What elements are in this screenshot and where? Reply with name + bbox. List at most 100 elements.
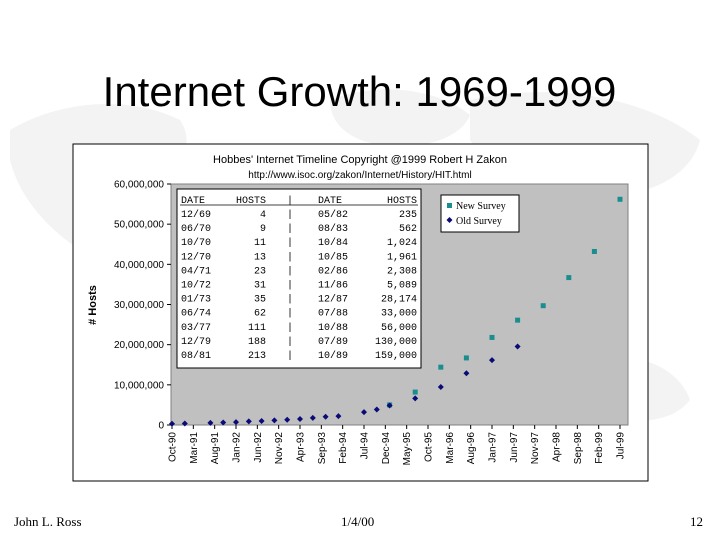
x-tick-label: Jun-97 [509,432,520,463]
table-separator: | [287,223,293,235]
table-cell: 10/72 [181,280,211,292]
x-tick-label: Oct-95 [424,432,435,462]
y-tick-label: 30,000,000 [114,300,164,311]
old-survey-point [169,420,175,427]
table-cell: 04/71 [181,265,211,277]
new-survey-point [566,275,572,281]
table-cell: 31 [254,281,266,292]
table-cell: 33,000 [381,309,417,320]
x-tick-label: Apr-93 [296,432,307,462]
table-separator: | [287,308,293,320]
table-cell: 562 [399,224,417,235]
table-cell: 10/70 [181,237,211,249]
x-tick-label: Jan-92 [232,432,243,463]
table-cell: 9 [260,224,266,235]
table-separator: | [287,294,293,306]
new-survey-point [489,334,495,340]
x-tick-label: Feb-99 [594,432,605,464]
legend: New Survey Old Survey [440,194,520,233]
table-cell: 12/69 [181,209,211,221]
new-survey-point [463,355,469,361]
table-cell: 130,000 [375,337,417,348]
old-survey-point [220,419,227,426]
table-cell: 10/88 [318,322,348,334]
chart-title: Hobbes' Internet Timeline Copyright @199… [213,154,507,166]
table-cell: 235 [399,210,417,221]
x-tick-label: Nov-92 [274,432,285,465]
table-cell: 213 [248,351,266,362]
old-survey-point [245,418,252,425]
table-header-cell: HOSTS [387,196,417,207]
old-survey-point [258,418,265,425]
x-tick-label: Dec-94 [381,432,392,465]
footer-author: John L. Ross [14,514,82,529]
old-survey-point [207,419,214,426]
table-header-cell: DATE [318,196,342,207]
old-survey-point [437,383,444,390]
old-survey-point [489,357,495,364]
new-survey-point [591,248,597,254]
table-separator: | [287,251,293,263]
legend-marker-new-survey [447,203,452,208]
table-header-cell: HOSTS [236,196,266,207]
table-separator: | [287,336,293,348]
table-cell: 62 [254,309,266,320]
old-survey-point [297,416,303,423]
old-survey-point [284,416,291,423]
table-cell: 08/83 [318,223,348,235]
table-separator: | [287,209,293,221]
y-axis-label: # Hosts [87,285,99,325]
y-tick-label: 10,000,000 [114,380,164,391]
table-cell: 06/70 [181,223,211,235]
y-axis: 0 10,000,000 20,000,000 30,000,000 40,000,00… [114,180,171,432]
legend-label-new-survey: New Survey [456,201,506,212]
y-tick-label: 50,000,000 [114,220,164,231]
table-cell: 07/89 [318,336,348,348]
table-cell: 03/77 [181,322,211,334]
table-separator: | [287,280,293,292]
x-tick-label: Mar-96 [445,432,456,464]
table-separator: | [287,350,293,362]
table-cell: 10/84 [318,237,348,249]
old-survey-point [181,420,188,427]
table-cell: 01/73 [181,294,211,306]
table-cell: 35 [254,295,266,306]
old-survey-point [309,414,316,421]
table-cell: 4 [260,210,266,221]
x-tick-label: Jun-92 [253,432,264,463]
x-axis: Oct-90 Mar-91 Aug-91 Jan-92 Jun-92 Nov-92 Apr-… [168,425,627,465]
x-tick-label: Sep-98 [573,432,584,465]
old-survey-point [373,406,380,413]
x-tick-label: Oct-90 [168,432,179,462]
x-tick-label: Sep-93 [317,432,328,465]
data-table: DATE HOSTS DATE HOSTS | 12/69 4 05/82 235 | 06/70 9… [176,188,422,369]
y-tick-label: 20,000,000 [114,340,164,351]
old-survey-point [322,413,329,420]
table-header-cell: DATE [181,196,205,207]
table-cell: 56,000 [381,323,417,334]
table-cell: 188 [248,337,266,348]
old-survey-point [271,417,278,424]
x-tick-label: Jul-94 [360,432,371,460]
table-cell: 12/87 [318,294,348,306]
new-survey-point [438,364,444,370]
table-cell: 13 [254,252,266,263]
data-points [169,196,623,427]
legend-label-old-survey: Old Survey [456,216,502,227]
x-tick-label: Aug-96 [466,432,477,465]
table-cell: 02/86 [318,265,348,277]
table-cell: 12/70 [181,251,211,263]
table-cell: 08/81 [181,350,211,362]
table-cell: 12/79 [181,336,211,348]
new-survey-point [617,196,623,202]
table-cell: 2,308 [387,266,417,277]
table-separator: | [287,237,293,249]
x-tick-label: May-95 [402,432,413,466]
table-cell: 1,961 [387,252,417,263]
table-cell: 11/86 [318,280,348,292]
slide-title: Internet Growth: 1969-1999 [102,68,617,115]
new-survey-point [412,389,418,395]
x-tick-label: Apr-98 [552,432,563,462]
table-separator: | [287,265,293,277]
